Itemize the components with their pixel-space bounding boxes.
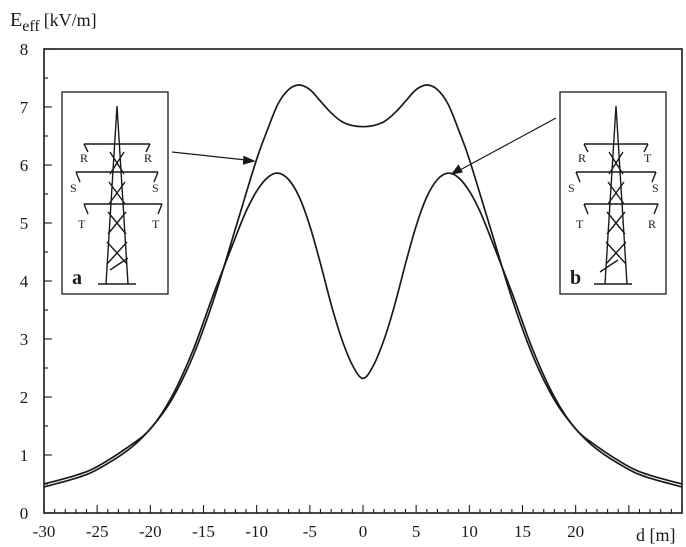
inset-a-tower-drawing bbox=[75, 105, 163, 285]
inset-a-phase-left-3: T bbox=[78, 217, 86, 231]
inset-b-tower: R T S S T R b bbox=[559, 91, 667, 295]
inset-b-phase-left-1: R bbox=[578, 151, 586, 165]
series-line-b bbox=[43, 172, 683, 485]
x-tick-label: -5 bbox=[303, 522, 317, 541]
x-tick-label: 15 bbox=[514, 522, 531, 541]
inset-b-phase-left-2: S bbox=[568, 181, 575, 195]
y-tick-label: 1 bbox=[20, 446, 29, 465]
inset-b-phase-right-3: R bbox=[648, 217, 656, 231]
x-tick-label: -30 bbox=[33, 522, 56, 541]
inset-a-phase-right-2: S bbox=[152, 181, 159, 195]
y-tick-label: 6 bbox=[20, 156, 29, 175]
inset-a-frame bbox=[61, 91, 169, 295]
inset-b-phase-left-3: T bbox=[576, 217, 584, 231]
x-tick-label: 10 bbox=[461, 522, 478, 541]
arrow-b-head bbox=[450, 164, 463, 175]
inset-a-phase-left-1: R bbox=[80, 151, 88, 165]
y-tick-label: 5 bbox=[20, 214, 29, 233]
inset-b-tower-drawing bbox=[575, 105, 659, 285]
plot-frame bbox=[43, 48, 683, 514]
inset-b-phase-right-2: S bbox=[652, 181, 659, 195]
inset-a-phase-left-2: S bbox=[70, 181, 77, 195]
y-tick-label: 4 bbox=[20, 272, 29, 291]
y-axis-title-unit: [kV/m] bbox=[44, 10, 97, 30]
y-tick-label: 8 bbox=[20, 40, 29, 59]
x-tick-label: -10 bbox=[245, 522, 268, 541]
inset-a-phase-right-1: R bbox=[144, 151, 152, 165]
inset-b-frame bbox=[559, 91, 667, 295]
arrow-b-line bbox=[459, 117, 557, 171]
x-tick-label: -25 bbox=[86, 522, 109, 541]
inset-b-letter: b bbox=[570, 267, 581, 289]
inset-a-phase-right-3: T bbox=[152, 217, 160, 231]
x-tick-label: 5 bbox=[412, 522, 421, 541]
arrow-a-head bbox=[242, 155, 256, 165]
inset-a-letter: a bbox=[72, 267, 82, 289]
series-line-a bbox=[43, 84, 683, 488]
x-tick-label: 20 bbox=[567, 522, 584, 541]
series-group bbox=[43, 84, 683, 488]
y-tick-label: 0 bbox=[20, 504, 29, 523]
inset-b-phase-right-1: T bbox=[644, 151, 652, 165]
y-tick-label: 7 bbox=[20, 98, 29, 117]
x-axis-ticks: -30 -25 -20 -15 -10 -5 0 5 10 15 20 bbox=[33, 505, 683, 541]
y-tick-label: 2 bbox=[20, 388, 29, 407]
x-tick-label: 0 bbox=[359, 522, 368, 541]
arrow-a-line bbox=[171, 151, 247, 161]
pointer-arrows bbox=[171, 117, 557, 175]
x-tick-label: -15 bbox=[192, 522, 215, 541]
x-axis-title: d [m] bbox=[636, 525, 676, 545]
y-axis-title: Eeff [kV/m] bbox=[10, 9, 97, 35]
inset-a-tower: R R S S T T a bbox=[61, 91, 169, 295]
y-tick-label: 3 bbox=[20, 330, 29, 349]
x-tick-label: -20 bbox=[139, 522, 162, 541]
y-axis-title-main: E bbox=[10, 9, 22, 31]
y-axis-title-sub: eff bbox=[22, 18, 40, 35]
y-axis-ticks: 0 1 2 3 4 5 6 7 8 bbox=[20, 40, 52, 523]
